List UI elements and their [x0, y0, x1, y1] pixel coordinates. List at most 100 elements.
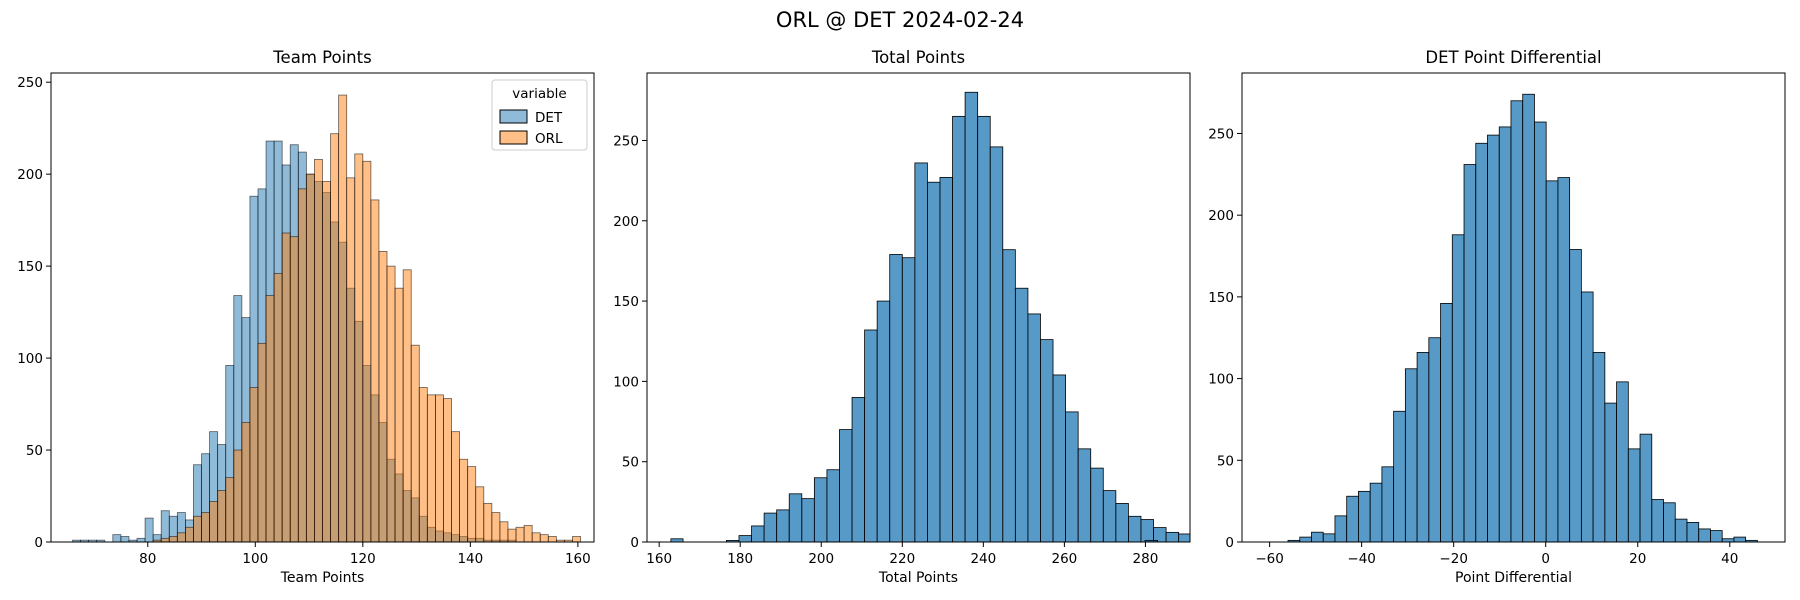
- total-points-title: Total Points: [871, 48, 965, 67]
- total-points-bar: [939, 177, 953, 542]
- team-points-bar: [451, 431, 460, 542]
- point-differential-bar: [1299, 536, 1312, 542]
- team-points-bar: [539, 534, 549, 542]
- point-differential-bar: [1404, 368, 1418, 542]
- team-points-bar: [297, 188, 307, 542]
- total-points-bar: [876, 300, 891, 542]
- point-differential-bar: [1604, 402, 1617, 542]
- total-points-bar: [1153, 527, 1167, 542]
- team-points-bar: [572, 536, 581, 542]
- team-points-bar: [201, 512, 210, 542]
- team-points-bar: [362, 160, 372, 542]
- team-points-bar: [426, 394, 436, 542]
- team-points-x-tick-label: 140: [457, 551, 483, 567]
- total-points-bar: [1077, 448, 1092, 542]
- point-differential-bars: [1287, 93, 1758, 542]
- total-points-bar: [1191, 536, 1204, 542]
- team-points-y-tick-label: 50: [26, 443, 43, 459]
- point-differential-bar: [1663, 502, 1676, 542]
- total-points-bars: [670, 91, 1204, 542]
- total-points-bar: [952, 115, 966, 542]
- total-points-panel: 160 180 200 220 240 260 280 0 50 100 150 200 250 Tota…: [613, 48, 1204, 586]
- team-points-bar: [386, 265, 396, 542]
- total-points-axes-frame: [646, 72, 1191, 543]
- total-points-bar: [1040, 339, 1054, 542]
- total-points-bar: [1027, 313, 1041, 542]
- point-differential-x-tick-label: 20: [1629, 551, 1646, 567]
- point-differential-bar: [1592, 352, 1606, 542]
- team-points-bar: [168, 536, 178, 542]
- team-points-bar: [402, 269, 412, 542]
- figure-title: ORL @ DET 2024-02-24: [776, 8, 1024, 32]
- team-points-y-tick-label: 150: [17, 259, 43, 275]
- team-points-bar: [112, 534, 122, 542]
- total-points-series-0: [670, 91, 1204, 542]
- point-differential-bar: [1674, 518, 1688, 542]
- total-points-y-tick-label: 100: [613, 374, 639, 390]
- team-points-bar: [370, 199, 380, 542]
- total-points-bar: [1178, 533, 1190, 542]
- team-points-bar: [515, 526, 525, 542]
- total-points-y-tick-label: 0: [630, 535, 639, 551]
- team-points-bar: [354, 153, 364, 542]
- point-differential-y-tick-label: 50: [1217, 453, 1234, 469]
- team-points-legend-swatch-orl: [499, 130, 528, 145]
- total-points-x-tick-label: 180: [727, 551, 753, 567]
- team-points-bar: [443, 398, 452, 542]
- total-points-bar: [776, 509, 790, 542]
- team-points-bar: [507, 528, 517, 542]
- total-points-bar: [1052, 374, 1066, 542]
- team-points-bar: [410, 344, 420, 542]
- team-points-bar: [547, 536, 557, 542]
- team-points-bars: [72, 94, 581, 542]
- point-differential-bar: [1463, 164, 1477, 542]
- total-points-bar: [864, 329, 878, 542]
- point-differential-y-tick-label: 0: [1225, 535, 1234, 551]
- point-differential-bar: [1686, 521, 1700, 542]
- point-differential-bar: [1522, 93, 1535, 542]
- team-points-bar: [265, 295, 275, 542]
- team-points-bar: [394, 287, 404, 542]
- total-points-bar: [989, 146, 1004, 542]
- point-differential-bar: [1733, 536, 1747, 542]
- point-differential-bar: [1510, 100, 1524, 542]
- total-points-x-tick-label: 280: [1133, 551, 1159, 567]
- total-points-bar: [1115, 503, 1129, 542]
- point-differential-bar: [1580, 291, 1594, 542]
- team-points-axes-frame: [50, 72, 595, 543]
- team-points-bar: [160, 510, 170, 542]
- total-points-bar: [826, 469, 840, 542]
- total-points-bar: [927, 181, 941, 542]
- point-differential-x-tick-label: −60: [1255, 551, 1284, 567]
- total-points-bar: [788, 493, 803, 542]
- team-points-bar: [435, 394, 444, 542]
- team-points-bar: [241, 422, 251, 542]
- team-points-bar: [322, 181, 331, 542]
- point-differential-x-tick-label: −20: [1439, 551, 1468, 567]
- point-differential-bar: [1545, 180, 1559, 542]
- point-differential-bar: [1475, 142, 1488, 542]
- team-points-bar: [314, 159, 323, 542]
- team-points-bar: [185, 526, 194, 542]
- team-points-bar: [144, 517, 154, 542]
- total-points-x-tick-label: 220: [889, 551, 915, 567]
- point-differential-x-tick-label: −40: [1347, 551, 1376, 567]
- total-points-bar: [763, 512, 778, 542]
- team-points-bar: [217, 490, 227, 542]
- point-differential-bar: [1369, 482, 1383, 542]
- team-points-bar: [257, 342, 267, 542]
- total-points-bar: [839, 429, 853, 542]
- point-differential-bar: [1639, 433, 1653, 542]
- team-points-bar: [273, 273, 283, 542]
- point-differential-series-0: [1287, 93, 1758, 542]
- team-points-bar: [475, 486, 485, 542]
- team-points-x-tick-label: 160: [565, 551, 591, 567]
- team-points-bar: [289, 236, 299, 542]
- total-points-bar: [1065, 411, 1079, 542]
- team-points-legend-label-det: DET: [535, 110, 563, 126]
- point-differential-y-tick-label: 250: [1208, 126, 1234, 142]
- total-points-bar: [738, 535, 752, 542]
- team-points-panel: 80 100 120 140 160 0 50 100 150 200 250 Team Points…: [17, 48, 595, 586]
- team-points-y-tick-label: 0: [34, 535, 43, 551]
- total-points-x-tick-label: 160: [646, 551, 672, 567]
